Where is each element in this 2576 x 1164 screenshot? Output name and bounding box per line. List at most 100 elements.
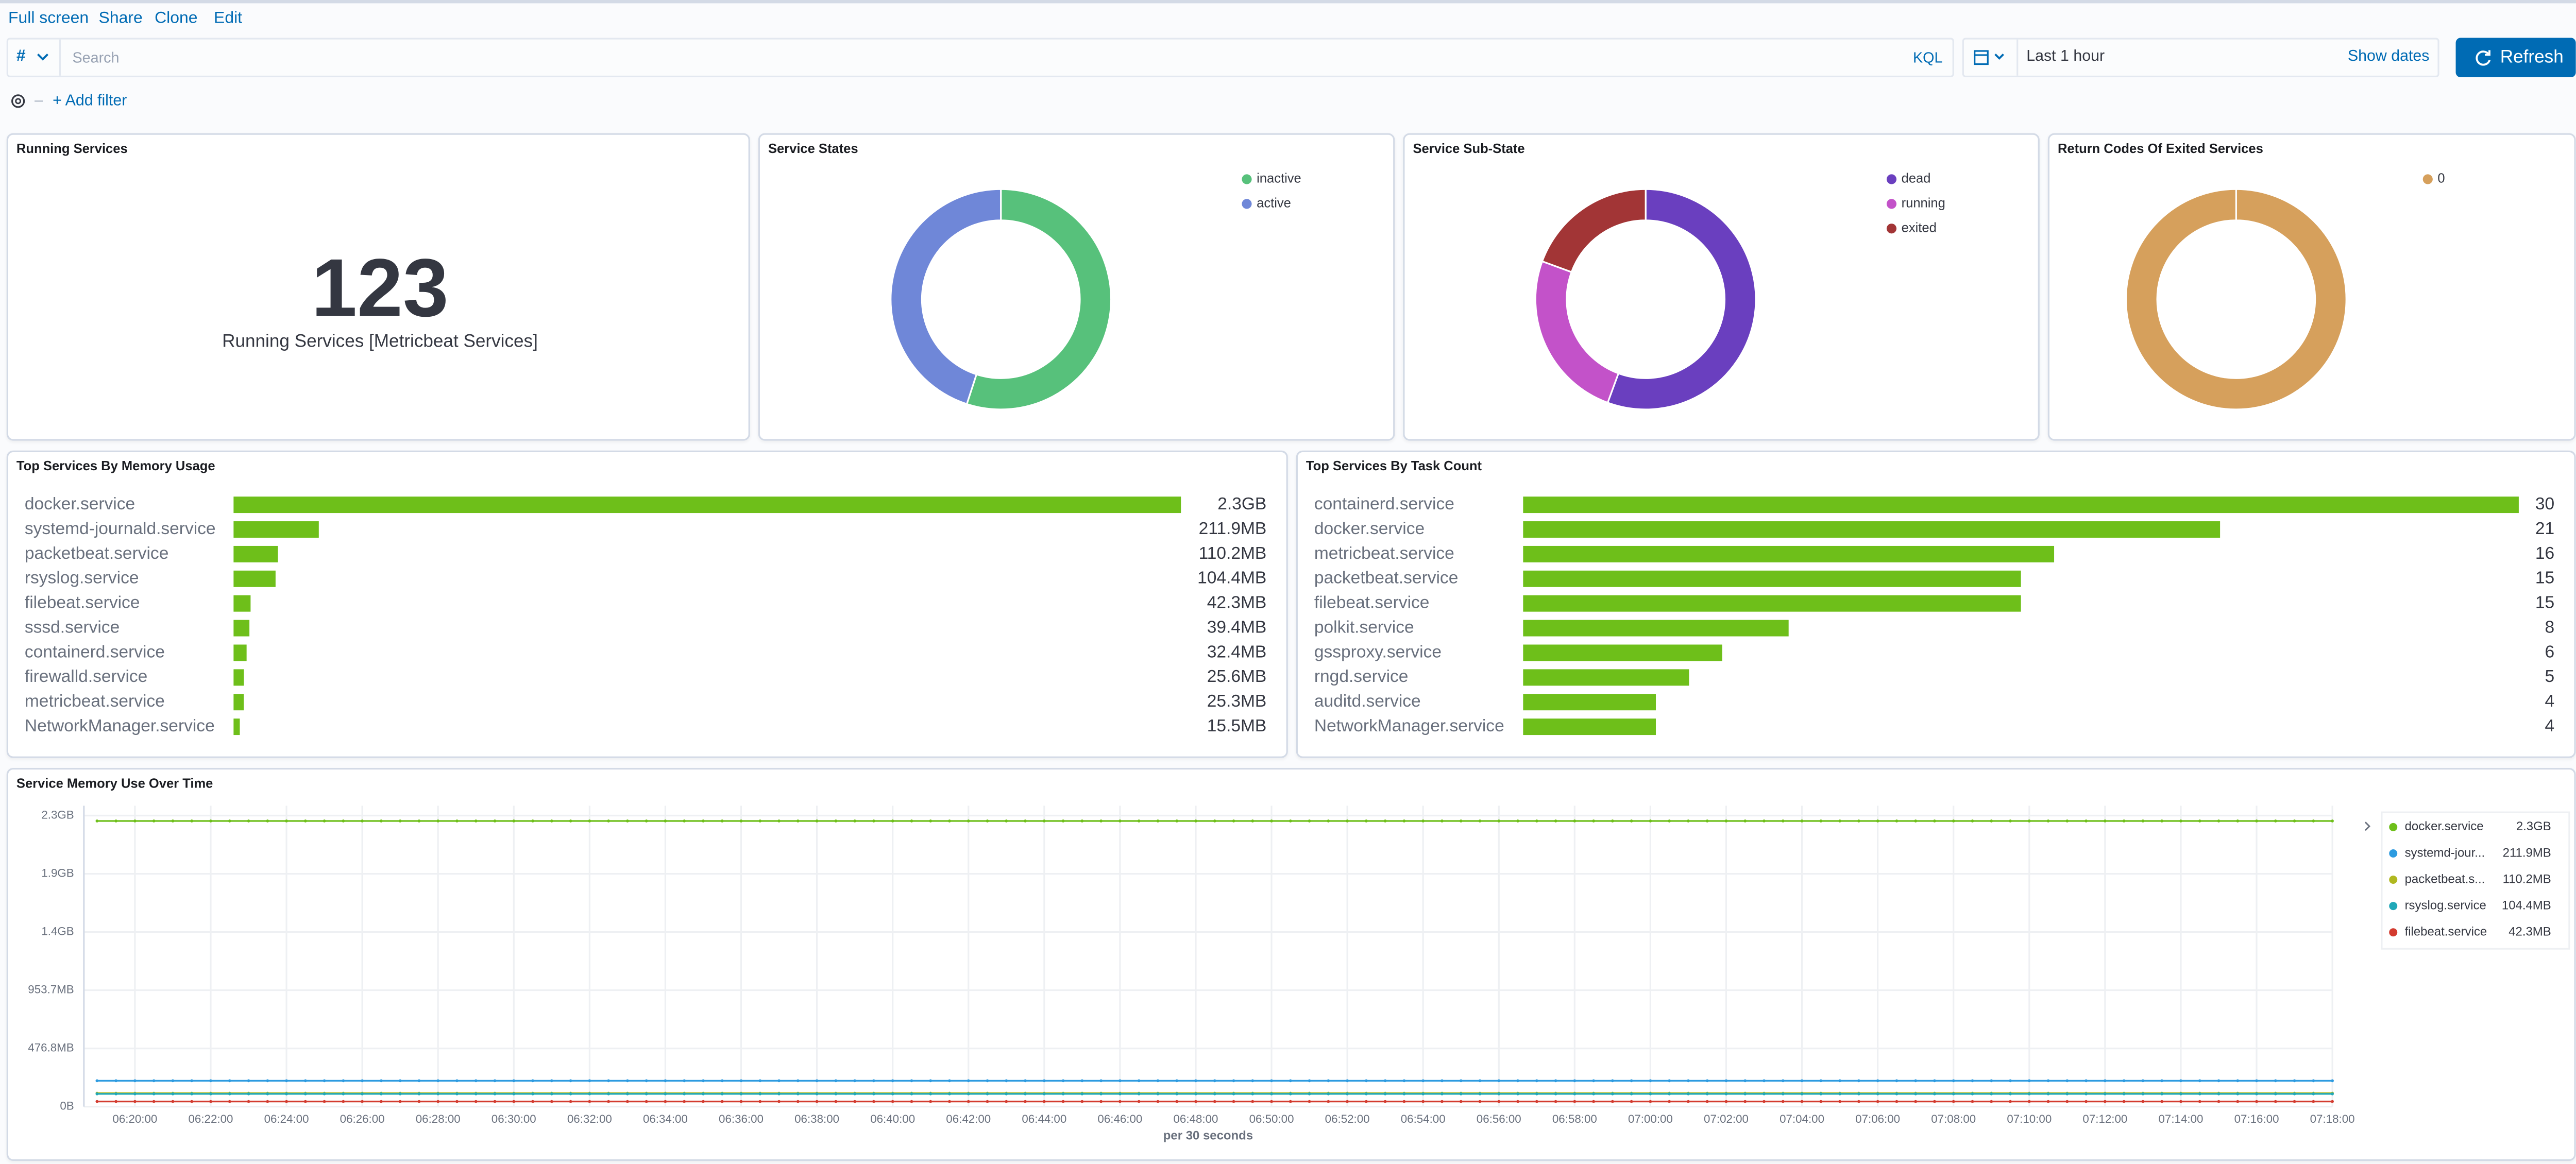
series-point	[2312, 1079, 2315, 1083]
series-point	[2179, 819, 2182, 823]
time-range[interactable]: Last 1 hour	[2026, 47, 2105, 66]
series-point	[1630, 819, 1633, 823]
series-point	[190, 1079, 194, 1083]
series-point	[550, 1092, 553, 1095]
series-point	[1687, 1079, 1690, 1083]
series-point	[1838, 819, 1841, 823]
series-point	[2255, 1079, 2258, 1083]
add-filter-button[interactable]: + Add filter	[53, 92, 127, 110]
series-point	[493, 1079, 497, 1083]
series-point	[1327, 1100, 1330, 1103]
value-label: 25.3MB	[1207, 692, 1267, 711]
series-point	[512, 1100, 516, 1103]
x-tick-label: 06:28:00	[416, 1112, 461, 1125]
series-point	[190, 1092, 194, 1095]
series-point	[645, 1079, 648, 1083]
series-point	[550, 1079, 553, 1083]
series-point	[417, 1092, 421, 1095]
show-dates-button[interactable]: Show dates	[2347, 47, 2430, 66]
series-point	[569, 1100, 572, 1103]
series-point	[1365, 819, 1368, 823]
series-point	[1156, 1079, 1160, 1083]
category-label: metricbeat.service	[1314, 544, 1454, 563]
series-point	[1649, 1079, 1652, 1083]
bar	[1523, 570, 2021, 587]
series-point	[2179, 1100, 2182, 1103]
legend-label: packetbeat.s...	[2405, 872, 2485, 886]
series-point	[1137, 819, 1141, 823]
series-point	[1838, 1092, 1841, 1095]
panel: containerd.service 30 docker.service 21 metr…	[1296, 450, 2576, 758]
series-point	[1156, 1100, 1160, 1103]
clone-link[interactable]: Clone	[155, 10, 198, 28]
search-input[interactable]: Search	[72, 49, 120, 66]
share-link[interactable]: Share	[98, 10, 143, 28]
series-point	[1251, 1092, 1255, 1095]
y-tick-label: 1.4GB	[41, 925, 74, 937]
series-point	[455, 1100, 459, 1103]
series-point	[2293, 819, 2296, 823]
legend-label: docker.service	[2405, 819, 2484, 833]
series-point	[171, 1092, 175, 1095]
donut-slice	[965, 188, 1112, 410]
series-point	[1402, 1100, 1406, 1103]
series-point	[986, 1092, 989, 1095]
series-point	[2027, 1100, 2031, 1103]
x-tick-label: 06:58:00	[1552, 1112, 1597, 1125]
series-point	[1099, 1079, 1103, 1083]
series-point	[2104, 1100, 2107, 1103]
legend-value: 104.4MB	[2502, 898, 2551, 912]
series-point	[834, 1100, 838, 1103]
series-point	[1346, 819, 1349, 823]
series-point	[834, 819, 838, 823]
series-point	[512, 1079, 516, 1083]
series-point	[1630, 1092, 1633, 1095]
series-point	[910, 819, 913, 823]
series-point	[133, 1079, 137, 1083]
series-point	[2104, 819, 2107, 823]
series-point	[2293, 1100, 2296, 1103]
series-point	[303, 1079, 307, 1083]
series-point	[2217, 1092, 2221, 1095]
series-point	[2236, 1079, 2240, 1083]
quick-menu-button[interactable]	[1964, 39, 2019, 76]
filter-settings-icon[interactable]	[8, 91, 48, 112]
legend-label: active	[1257, 196, 1291, 211]
series-point	[645, 819, 648, 823]
series-point	[1952, 1092, 1955, 1095]
full-screen-link[interactable]: Full screen	[8, 10, 89, 28]
series-point	[1630, 1079, 1633, 1083]
series-point	[1971, 1079, 1974, 1083]
edit-link[interactable]: Edit	[214, 10, 243, 28]
series-point	[512, 1092, 516, 1095]
bar	[1523, 620, 1789, 637]
series-point	[1024, 1100, 1027, 1103]
series-point	[1042, 819, 1046, 823]
series-point	[1668, 1100, 1671, 1103]
series-point	[1402, 1092, 1406, 1095]
x-tick-label: 07:04:00	[1780, 1112, 1824, 1125]
series-point	[967, 819, 970, 823]
series-point	[834, 1079, 838, 1083]
series-point	[777, 819, 781, 823]
kql-button[interactable]: KQL	[1912, 49, 1943, 66]
series-point	[1819, 819, 1823, 823]
series-point	[1649, 1092, 1652, 1095]
y-tick-label: 953.7MB	[28, 983, 74, 996]
query-type-button[interactable]: #	[8, 39, 61, 76]
bar	[233, 694, 244, 711]
series-point	[720, 1079, 724, 1083]
series-point	[1327, 1079, 1330, 1083]
series-point	[2331, 1100, 2334, 1103]
series-point	[986, 1079, 989, 1083]
series-point	[95, 1079, 99, 1083]
series-point	[2084, 1079, 2088, 1083]
series-point	[1535, 1100, 1538, 1103]
series-point	[114, 1092, 118, 1095]
series-point	[1080, 819, 1084, 823]
series-point	[1952, 1079, 1955, 1083]
series-point	[2312, 1100, 2315, 1103]
value-label: 32.4MB	[1207, 642, 1267, 661]
series-point	[1194, 819, 1197, 823]
refresh-button[interactable]: Refresh	[2455, 38, 2576, 78]
